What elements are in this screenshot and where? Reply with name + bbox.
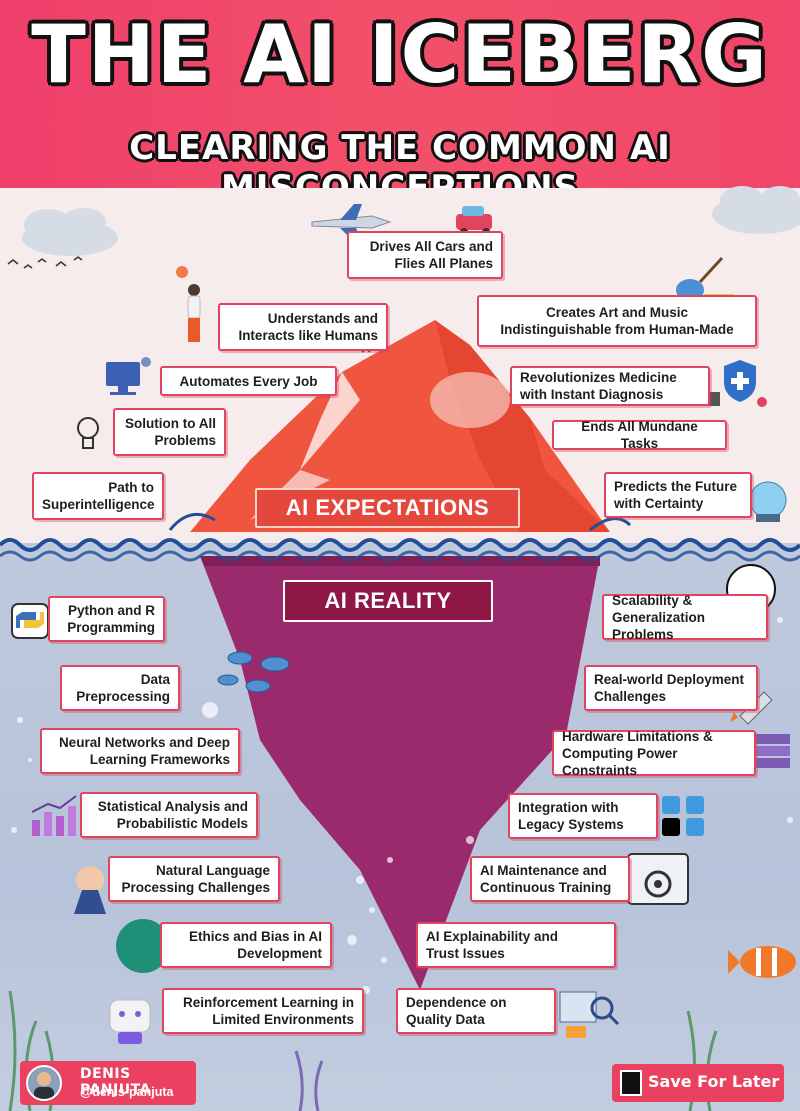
banner-ai-reality: AI REALITY [283,580,493,622]
reality-ethics-bias: Ethics and Bias in AI Development [160,922,332,968]
reality-nlp-challenges: Natural Language Processing Challenges [108,856,280,902]
reality-legacy-systems: Integration with Legacy Systems [508,793,658,839]
author-badge[interactable]: DENIS PANJUTA @denis-panjuta [20,1061,196,1105]
computer-icon [106,357,151,395]
cloud-icon [22,186,800,256]
bubbles [11,617,793,994]
expectation-solution-all: Solution to All Problems [113,408,226,456]
reality-label: Scalability & Generalization Problems [612,592,706,642]
iceberg-body [200,556,600,990]
expectation-superintelligence: Path to Superintelligence [32,472,164,520]
author-name: DENIS PANJUTA [80,1066,151,1098]
reality-maintenance-training: AI Maintenance and Continuous Training [470,856,630,902]
expectation-automates-jobs: Automates Every Job [160,366,337,396]
fish-icon [217,651,290,693]
expectation-label: Ends All Mundane Tasks [581,419,698,451]
chart-icon [31,795,77,836]
expectation-label: Drives All Cars and Flies All Planes [369,239,493,271]
avatar-icon [34,1072,54,1099]
reality-label: Reinforcement Learning in Limited Enviro… [182,995,354,1027]
reality-scalability: Scalability & Generalization Problems [602,592,768,642]
expectation-label: Automates Every Job [179,373,318,389]
gear-icon [627,853,689,905]
expectation-label: Understands and Interacts like Humans [238,311,378,343]
expectation-drives-cars: Drives All Cars and Flies All Planes [347,231,503,279]
page-title: THE AI ICEBERG [31,8,769,101]
reality-deployment: Real-world Deployment Challenges [584,665,758,711]
person-icon [176,266,201,342]
expectation-creates-art: Creates Art and Music Indistinguishable … [477,295,757,347]
reality-label: Hardware Limitations & Computing Power C… [562,728,713,778]
reality-neural-networks: Neural Networks and Deep Learning Framew… [40,728,240,774]
reality-explainability: AI Explainability and Trust Issues [416,922,616,968]
expectation-label: Revolutionizes Medicine with Instant Dia… [520,370,677,402]
reality-label: Integration with Legacy Systems [518,800,624,832]
reality-label: Data Preprocessing [76,672,170,704]
bookmark-icon [620,1070,642,1096]
lightbulb-icon [77,417,99,449]
clownfish-icon [728,946,796,978]
expectation-medicine: Revolutionizes Medicine with Instant Dia… [510,366,710,406]
server-icon [756,734,790,768]
reality-label: Statistical Analysis and Probabilistic M… [97,799,248,831]
save-for-later-button[interactable]: Save For Later [612,1064,784,1102]
reality-python-r: Python and R Programming [48,596,165,642]
robot-icon [109,999,151,1044]
reality-hardware-limitations: Hardware Limitations & Computing Power C… [552,728,756,778]
expectation-predicts-future: Predicts the Future with Certainty [604,472,752,518]
medical-shield-icon [708,360,767,407]
expectation-label: Path to Superintelligence [42,480,155,512]
reality-reinforcement-learning: Reinforcement Learning in Limited Enviro… [162,988,364,1034]
waves [0,512,800,562]
reality-label: Python and R Programming [67,603,155,635]
expectation-understands-humans: Understands and Interacts like Humans [218,303,388,351]
reality-label: Real-world Deployment Challenges [594,672,745,704]
reality-label: Ethics and Bias in AI Development [188,929,322,961]
magnifier-icon [559,991,620,1038]
reality-statistical-analysis: Statistical Analysis and Probabilistic M… [80,792,258,838]
header: THE AI ICEBERG CLEARING THE COMMON AI MI… [0,0,800,208]
crystal-ball-icon [749,481,787,522]
expectation-label: Predicts the Future with Certainty [614,479,738,511]
app-tiles-icon [662,796,704,836]
brain-icon [74,866,106,914]
car-icon [456,206,492,236]
banner-ai-expectations: AI EXPECTATIONS [255,488,520,528]
reality-label: Neural Networks and Deep Learning Framew… [58,735,230,767]
expectation-label: Solution to All Problems [125,416,216,448]
python-icon [11,603,49,639]
reality-label: AI Maintenance and Continuous Training [480,863,612,895]
reality-label: Dependence on Quality Data [406,995,507,1027]
save-for-later-label: Save For Later [648,1072,780,1091]
reality-label: Natural Language Processing Challenges [121,863,270,895]
teal-circle-icon [116,919,170,973]
author-handle: @denis-panjuta [80,1085,174,1099]
reality-quality-data: Dependence on Quality Data [396,988,556,1034]
reality-data-preprocessing: Data Preprocessing [60,665,180,711]
expectation-label: Creates Art and Music Indistinguishable … [500,305,734,337]
avatar [26,1065,62,1101]
expectation-mundane-tasks: Ends All Mundane Tasks [552,419,727,451]
reality-label: AI Explainability and Trust Issues [426,929,559,961]
